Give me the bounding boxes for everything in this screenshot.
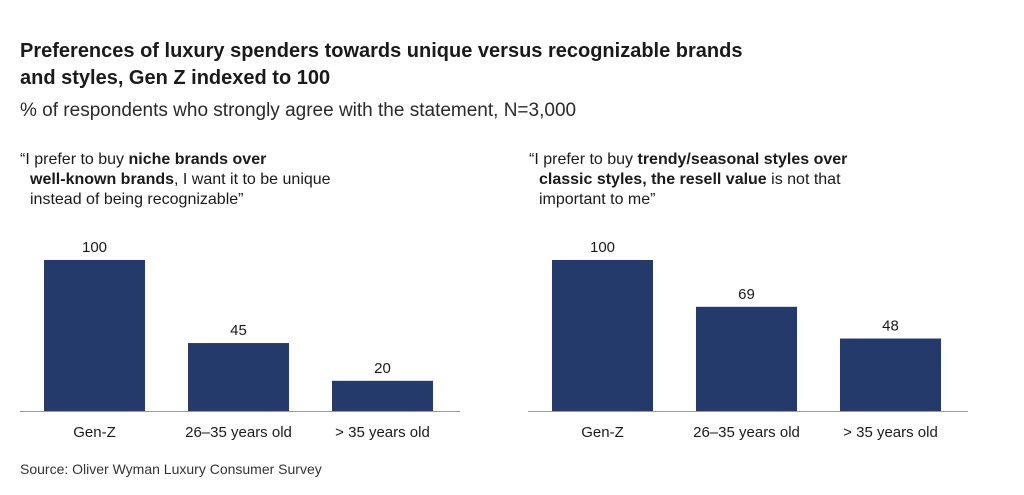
- bar-35-years-old: [840, 338, 941, 411]
- data-label: 48: [882, 318, 899, 335]
- data-label: 100: [590, 239, 615, 256]
- chart-subtitle: % of respondents who strongly agree with…: [20, 100, 577, 121]
- category-label: > 35 years old: [335, 424, 430, 441]
- category-label: 26–35 years old: [185, 424, 292, 441]
- bar-26-35-years-old: [188, 343, 289, 411]
- bar-35-years-old: [332, 380, 433, 411]
- panel1-statement-line-2: well-known brands, I want it to be uniqu…: [30, 171, 331, 188]
- panel1-statement-line-1: “I prefer to buy niche brands over: [20, 151, 267, 168]
- panel2-statement-line-2: classic styles, the resell value is not …: [539, 171, 841, 188]
- chart-title-line-2: and styles, Gen Z indexed to 100: [20, 67, 331, 89]
- category-label: Gen-Z: [581, 424, 624, 441]
- panel2-statement-line-1: “I prefer to buy trendy/seasonal styles …: [529, 151, 848, 168]
- chart-title-line-1: Preferences of luxury spenders towards u…: [20, 40, 743, 62]
- bar-26-35-years-old: [696, 306, 797, 411]
- data-label: 100: [82, 239, 107, 256]
- bar-gen-z: [552, 260, 653, 411]
- category-label: 26–35 years old: [693, 424, 800, 441]
- data-label: 20: [374, 360, 391, 377]
- panel1-statement: “I prefer to buy niche brands over well-…: [20, 150, 460, 210]
- bar-chart-niche-brands: 100 Gen-Z 45 26–35 years old 20 > 35 years ol…: [20, 239, 460, 441]
- category-label: Gen-Z: [73, 424, 116, 441]
- bar-gen-z: [44, 260, 145, 411]
- data-label: 45: [230, 322, 247, 339]
- chart-title: Preferences of luxury spenders towards u…: [20, 38, 920, 92]
- panel2-statement: “I prefer to buy trendy/seasonal styles …: [529, 150, 969, 210]
- panel2-statement-line-3: important to me”: [539, 191, 656, 208]
- panel1-statement-line-3: instead of being recognizable”: [30, 191, 244, 208]
- source-note: Source: Oliver Wyman Luxury Consumer Sur…: [20, 461, 322, 477]
- category-label: > 35 years old: [843, 424, 938, 441]
- bar-chart-trendy-styles: 100 Gen-Z 69 26–35 years old 48 > 35 years ol…: [528, 239, 968, 441]
- data-label: 69: [738, 286, 755, 303]
